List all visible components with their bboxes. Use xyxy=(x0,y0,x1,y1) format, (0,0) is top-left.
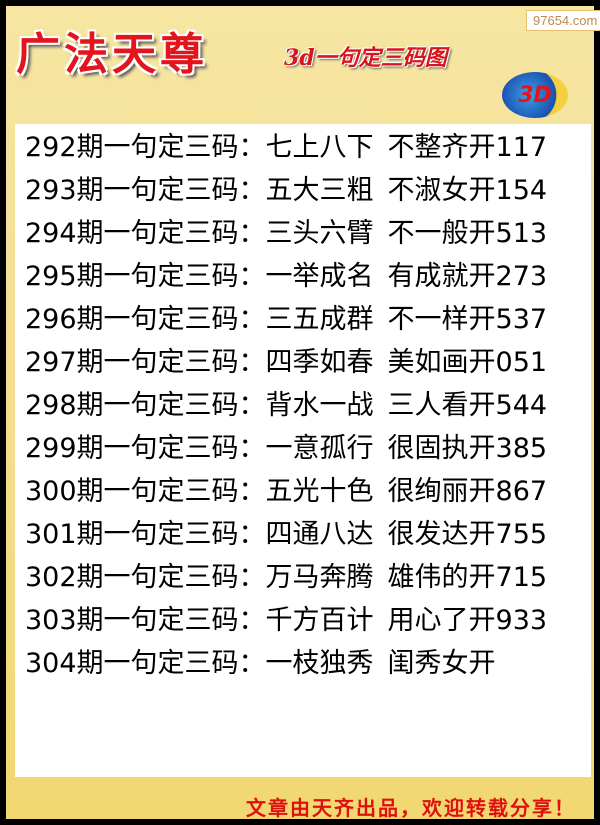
prediction-row: 299期一句定三码：一意孤行 很固执开385 xyxy=(25,429,547,469)
prediction-row: 292期一句定三码：七上八下 不整齐开117 xyxy=(25,128,547,168)
phrase: 三头六臂 xyxy=(265,218,374,249)
prediction-row: 303期一句定三码：千方百计 用心了开933 xyxy=(25,601,547,641)
hint-result: 很绚丽开867 xyxy=(387,476,548,507)
watermark: 97654.com xyxy=(526,10,600,31)
period-label: 299期一句定三码： xyxy=(25,433,266,464)
hint-result: 不一般开513 xyxy=(387,218,548,249)
hint-result: 三人看开544 xyxy=(387,390,548,421)
prediction-row: 301期一句定三码：四通八达 很发达开755 xyxy=(25,515,547,555)
phrase: 四通八达 xyxy=(265,519,374,550)
3d-logo-icon: 3D xyxy=(502,72,568,118)
prediction-row: 295期一句定三码：一举成名 有成就开273 xyxy=(25,257,547,297)
prediction-row: 304期一句定三码：一枝独秀 闺秀女开 xyxy=(25,644,496,684)
prediction-row: 298期一句定三码：背水一战 三人看开544 xyxy=(25,386,547,426)
hint-result: 有成就开273 xyxy=(387,261,548,292)
phrase: 五大三粗 xyxy=(265,175,374,206)
phrase: 千方百计 xyxy=(265,605,374,636)
phrase: 背水一战 xyxy=(265,390,374,421)
period-label: 298期一句定三码： xyxy=(25,390,266,421)
period-label: 301期一句定三码： xyxy=(25,519,266,550)
period-label: 302期一句定三码： xyxy=(25,562,266,593)
hint-result: 很固执开385 xyxy=(387,433,548,464)
hint-result: 闺秀女开 xyxy=(387,648,496,679)
hint-result: 不淑女开154 xyxy=(387,175,548,206)
period-label: 303期一句定三码： xyxy=(25,605,266,636)
hint-result: 很发达开755 xyxy=(387,519,548,550)
period-label: 300期一句定三码： xyxy=(25,476,266,507)
phrase: 五光十色 xyxy=(265,476,374,507)
phrase: 四季如春 xyxy=(265,347,374,378)
prediction-row: 302期一句定三码：万马奔腾 雄伟的开715 xyxy=(25,558,547,598)
phrase: 一枝独秀 xyxy=(265,648,374,679)
period-label: 304期一句定三码： xyxy=(25,648,266,679)
hint-result: 用心了开933 xyxy=(387,605,548,636)
period-label: 292期一句定三码： xyxy=(25,132,266,163)
hint-result: 不一样开537 xyxy=(387,304,548,335)
prediction-row: 297期一句定三码：四季如春 美如画开051 xyxy=(25,343,547,383)
predictions-panel: 292期一句定三码：七上八下 不整齐开117 293期一句定三码：五大三粗 不淑女开1… xyxy=(15,124,591,777)
period-label: 293期一句定三码： xyxy=(25,175,266,206)
phrase: 一意孤行 xyxy=(265,433,374,464)
phrase: 万马奔腾 xyxy=(265,562,374,593)
phrase: 一举成名 xyxy=(265,261,374,292)
prediction-row: 293期一句定三码：五大三粗 不淑女开154 xyxy=(25,171,547,211)
period-label: 297期一句定三码： xyxy=(25,347,266,378)
period-label: 296期一句定三码： xyxy=(25,304,266,335)
phrase: 七上八下 xyxy=(265,132,374,163)
phrase: 三五成群 xyxy=(265,304,374,335)
period-label: 295期一句定三码： xyxy=(25,261,266,292)
poster: 广法天尊 3d一句定三码图 97654.com 3D 292期一句定三码：七上八… xyxy=(6,6,600,820)
prediction-row: 294期一句定三码：三头六臂 不一般开513 xyxy=(25,214,547,254)
footer-text: 文章由天齐出品，欢迎转载分享！ xyxy=(246,796,576,820)
prediction-row: 296期一句定三码：三五成群 不一样开537 xyxy=(25,300,547,340)
poster-subtitle: 3d一句定三码图 xyxy=(284,45,447,71)
period-label: 294期一句定三码： xyxy=(25,218,266,249)
poster-title: 广法天尊 xyxy=(16,29,208,80)
hint-result: 不整齐开117 xyxy=(387,132,548,163)
hint-result: 雄伟的开715 xyxy=(387,562,548,593)
hint-result: 美如画开051 xyxy=(387,347,548,378)
prediction-row: 300期一句定三码：五光十色 很绚丽开867 xyxy=(25,472,547,512)
